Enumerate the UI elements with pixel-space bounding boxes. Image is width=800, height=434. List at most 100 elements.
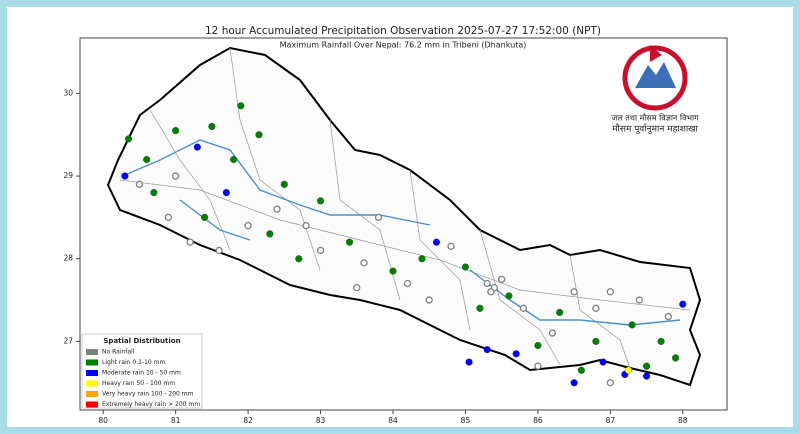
y-tick-label: 30 [63, 88, 73, 97]
station [672, 354, 680, 362]
legend-swatch [86, 380, 98, 387]
x-tick-label: 81 [171, 416, 181, 425]
legend-box [81, 333, 203, 409]
legend-label: Heavy rain 50 - 100 mm [102, 380, 175, 387]
legend-title: Spatial Distribution [103, 337, 180, 345]
station [237, 102, 245, 110]
station [389, 267, 397, 275]
logo-line2: मौसम पूर्वानुमान महाशाखा [612, 123, 698, 135]
station [150, 189, 158, 197]
legend-swatch [86, 349, 98, 355]
station [664, 312, 672, 321]
station [124, 135, 133, 143]
station [302, 222, 310, 230]
stations [121, 102, 687, 387]
logo-mountain [635, 62, 676, 88]
station [483, 346, 491, 354]
station [266, 230, 274, 238]
station [172, 127, 180, 135]
station [295, 255, 303, 263]
station [599, 358, 607, 366]
x-tick-label: 84 [388, 416, 398, 425]
station [465, 358, 473, 366]
station [628, 321, 636, 329]
legend-label: Moderate rain 10 - 50 mm [102, 370, 181, 377]
station [143, 155, 151, 164]
station [215, 246, 223, 255]
station [534, 362, 542, 370]
station [643, 362, 651, 370]
y-tick-label: 29 [63, 171, 73, 180]
station [171, 172, 180, 180]
legend-swatch [86, 391, 98, 397]
station [548, 329, 557, 337]
x-tick-label: 85 [461, 416, 471, 425]
station [201, 213, 209, 221]
legend-label: Very heavy rain 100 - 200 mm [102, 391, 194, 398]
station [374, 213, 383, 222]
legend-label: No Rainfall [102, 349, 135, 356]
station [193, 143, 201, 151]
station [418, 255, 426, 263]
station [483, 279, 491, 288]
legend: Spatial Distribution No Rainfall Light ra… [81, 333, 203, 409]
x-tick-label: 86 [533, 416, 543, 425]
station [570, 379, 578, 387]
station [186, 238, 194, 246]
station [353, 284, 361, 292]
station [403, 279, 412, 288]
station [222, 189, 230, 197]
x-tick-label: 83 [316, 416, 326, 425]
x-tick-label: 80 [98, 416, 108, 425]
station [345, 238, 354, 246]
station [592, 304, 600, 312]
legend-swatch [86, 370, 98, 376]
station [425, 296, 433, 304]
title: 12 hour Accumulated Precipitation Observ… [205, 25, 601, 37]
station [657, 337, 665, 345]
x-tick-label: 82 [243, 416, 253, 425]
station [273, 205, 281, 213]
station [498, 275, 506, 284]
station [208, 122, 216, 131]
nepal-outline [106, 46, 702, 387]
legend-label: Light rain 0.1-10 mm [102, 359, 165, 366]
legend-swatch [86, 359, 98, 366]
station [316, 246, 325, 255]
station [592, 337, 600, 345]
y-tick-label: 27 [63, 336, 73, 345]
station [606, 288, 615, 296]
station [606, 379, 615, 387]
station [570, 288, 578, 296]
station [121, 172, 129, 180]
station [447, 242, 455, 250]
logo-flag [650, 45, 662, 62]
station [135, 180, 144, 188]
station [461, 263, 469, 271]
station [432, 238, 441, 246]
station [512, 350, 520, 358]
y-tick-label: 28 [63, 254, 73, 263]
station [244, 222, 252, 230]
legend-label: Extremely heavy rain > 200 mm [102, 401, 200, 408]
x-tick-label: 87 [606, 416, 616, 425]
station [487, 288, 495, 296]
station [556, 308, 564, 317]
station [505, 292, 513, 300]
station [624, 366, 633, 374]
station [534, 341, 542, 350]
logo-line1: जल तथा मौसम विज्ञान विभाग [611, 113, 699, 123]
logo: जल तथा मौसम विज्ञान विभाग मौसम पूर्वानुम… [611, 45, 699, 135]
station [360, 259, 368, 267]
station [280, 180, 288, 188]
legend-swatch [86, 401, 98, 408]
station [164, 213, 173, 222]
x-tick-label: 88 [678, 416, 688, 425]
station [679, 300, 687, 308]
station [230, 155, 238, 164]
station [519, 304, 528, 312]
station [577, 366, 585, 374]
station [635, 296, 643, 304]
